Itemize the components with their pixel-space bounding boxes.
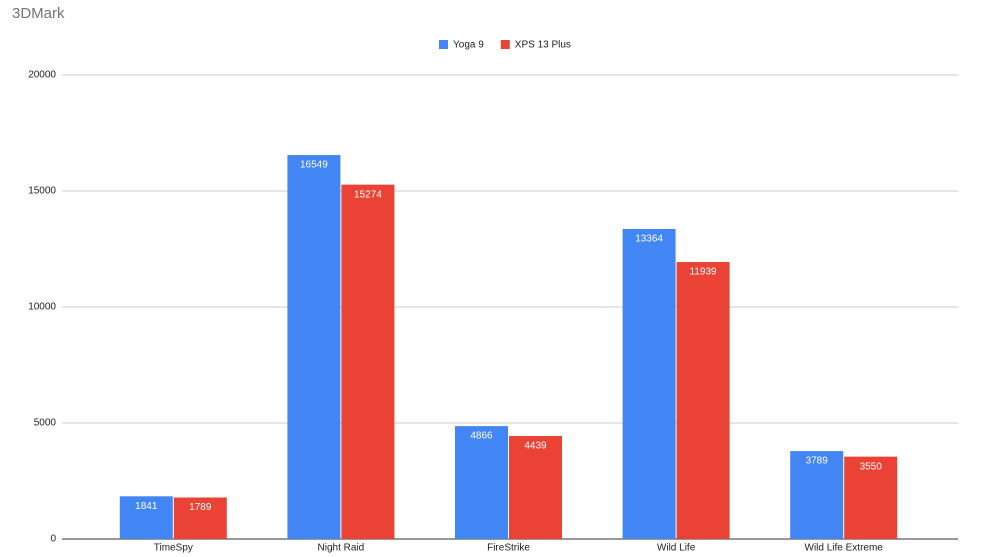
value-label: 15274 [354, 189, 382, 200]
bar [287, 155, 341, 539]
bar [676, 262, 730, 539]
legend-label: Yoga 9 [453, 40, 484, 51]
x-tick-label: FireStrike [487, 543, 530, 554]
value-label: 4439 [524, 441, 547, 452]
value-label: 1841 [135, 501, 158, 512]
y-tick-label: 10000 [28, 302, 56, 313]
y-tick-label: 0 [50, 534, 56, 545]
bar [119, 496, 173, 539]
value-label: 11939 [690, 267, 718, 278]
bar [509, 436, 562, 539]
x-tick-label: TimeSpy [154, 543, 193, 554]
value-label: 16549 [300, 160, 328, 171]
legend-label: XPS 13 Plus [515, 40, 571, 51]
value-label: 3789 [806, 456, 829, 467]
bar [341, 184, 395, 540]
legend-swatch [500, 40, 510, 49]
value-label: 1789 [189, 502, 212, 513]
value-label: 13364 [635, 234, 663, 245]
bar [622, 228, 676, 539]
value-label: 4866 [470, 431, 493, 442]
y-tick-label: 20000 [28, 70, 56, 81]
legend-swatch [439, 40, 448, 49]
x-tick-label: Night Raid [318, 543, 365, 554]
bar [790, 451, 844, 539]
bar [455, 426, 508, 539]
y-tick-label: 15000 [28, 186, 56, 197]
x-tick-label: Wild Life [657, 543, 696, 554]
bar [844, 456, 898, 539]
x-tick-label: Wild Life Extreme [805, 543, 884, 554]
y-tick-label: 5000 [34, 418, 57, 429]
bar [173, 497, 227, 539]
value-label: 3550 [860, 461, 883, 472]
chart-title: 3DMark [12, 5, 65, 22]
